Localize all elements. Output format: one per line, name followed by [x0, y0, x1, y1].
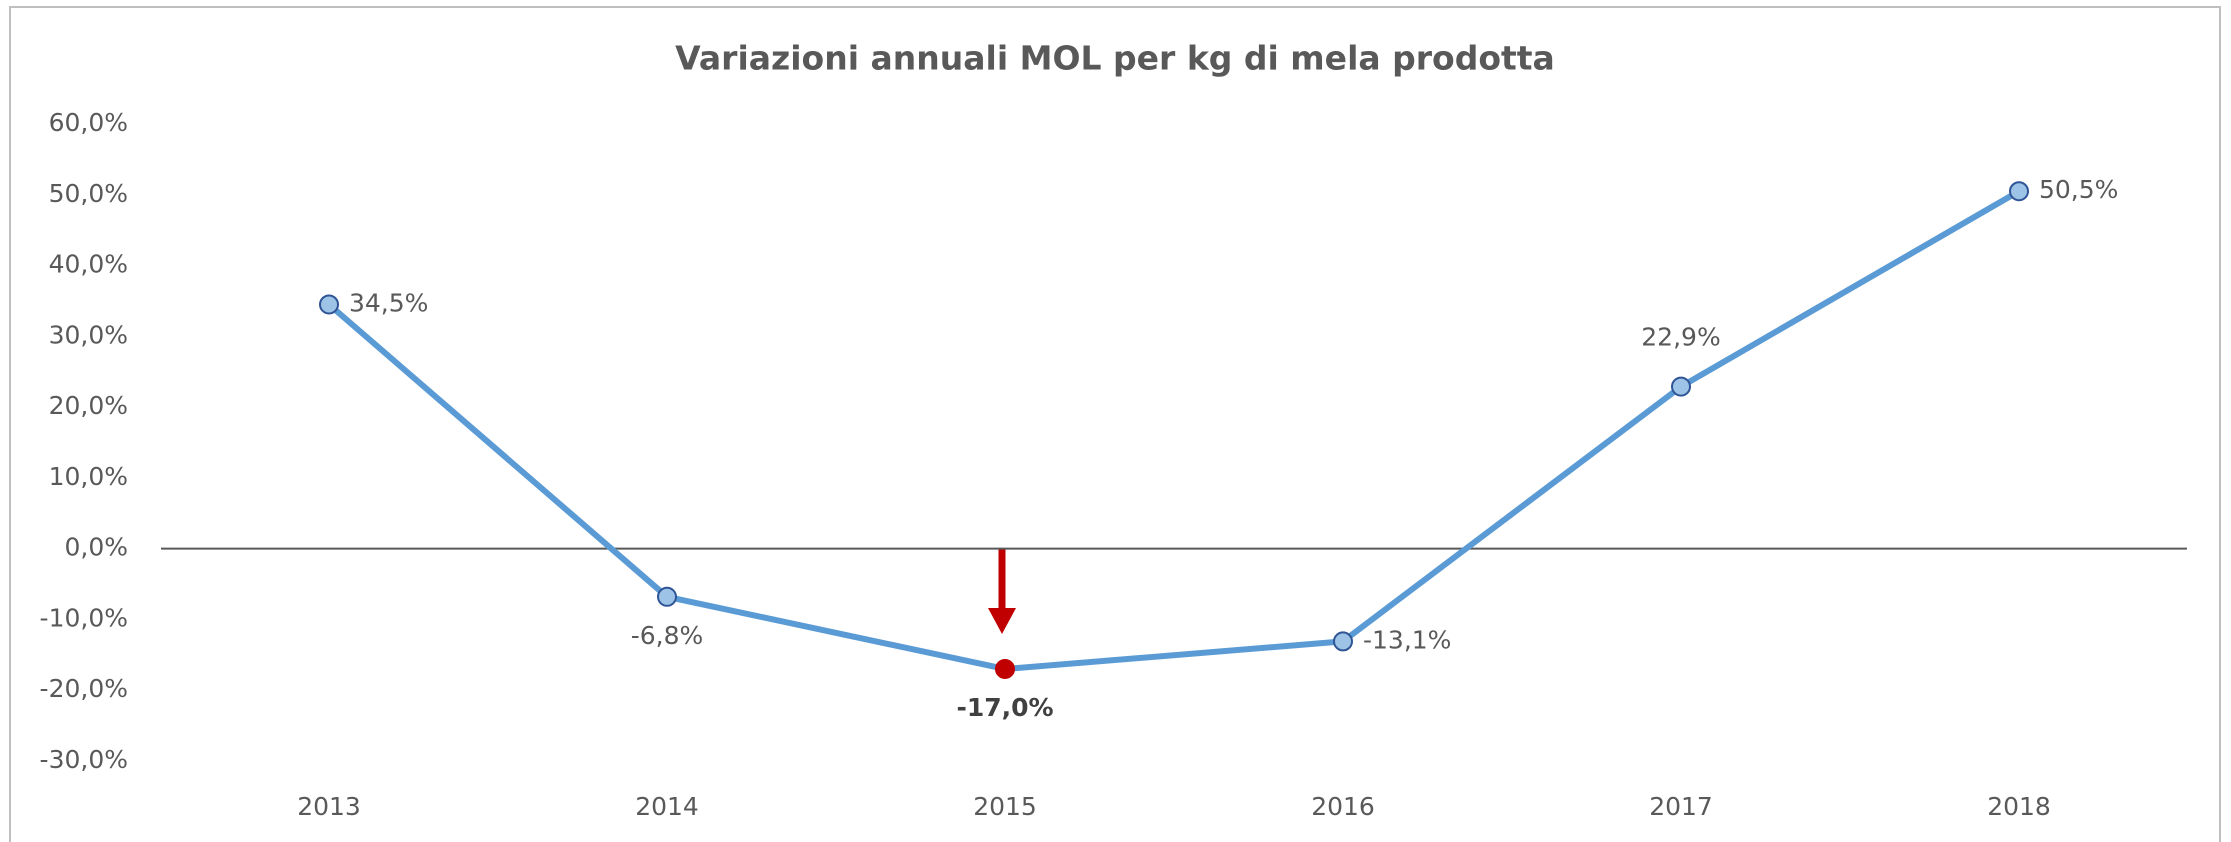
data-label: -6,8% [631, 621, 704, 650]
x-tick-label: 2018 [1987, 792, 2051, 821]
x-tick-label: 2013 [297, 792, 361, 821]
x-tick-label: 2016 [1311, 792, 1375, 821]
x-tick-label: 2017 [1649, 792, 1713, 821]
series-line [327, 188, 2021, 672]
y-tick-label: -20,0% [40, 674, 128, 703]
data-point [2009, 181, 2029, 202]
y-tick-label: 10,0% [49, 462, 128, 491]
y-tick-label: 60,0% [49, 108, 128, 137]
data-point [319, 294, 339, 315]
x-tick-label: 2014 [635, 792, 699, 821]
y-tick-label: 0,0% [64, 533, 128, 562]
data-label: 50,5% [2039, 175, 2118, 204]
y-tick-label: -10,0% [40, 603, 128, 632]
data-point [657, 586, 677, 607]
y-tick-label: -30,0% [40, 745, 128, 774]
data-point [1333, 631, 1353, 652]
data-point [1671, 376, 1691, 397]
y-tick-label: 40,0% [49, 250, 128, 279]
data-label: 34,5% [349, 288, 428, 317]
y-tick-label: 50,0% [49, 179, 128, 208]
x-tick-label: 2015 [973, 792, 1037, 821]
chart-title: Variazioni annuali MOL per kg di mela pr… [675, 39, 1555, 78]
data-point [995, 658, 1015, 679]
y-tick-label: 30,0% [49, 320, 128, 349]
chart-frame [9, 6, 2221, 842]
data-label: 22,9% [1641, 323, 1720, 352]
y-tick-label: 20,0% [49, 391, 128, 420]
data-label: -17,0% [956, 693, 1053, 722]
highlight-arrow-head [988, 608, 1016, 634]
data-label: -13,1% [1363, 625, 1451, 654]
